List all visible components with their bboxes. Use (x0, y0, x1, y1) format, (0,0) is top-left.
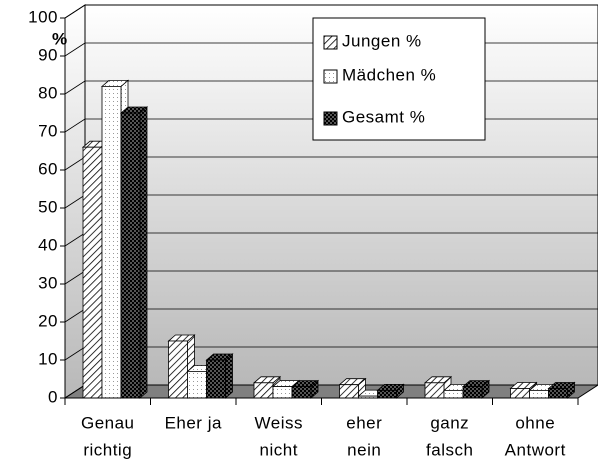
bar-front (510, 388, 530, 399)
y-tick-label: 80 (38, 83, 58, 102)
bar-front (424, 382, 445, 399)
y-tick-label: 10 (38, 349, 58, 368)
grid-line (64, 194, 86, 209)
y-tick-label: 70 (38, 121, 58, 140)
bar-front (82, 146, 103, 399)
grid-line (64, 156, 86, 171)
x-tick-label: Weiss (255, 413, 303, 432)
x-tick-label: nein (347, 440, 381, 459)
y-tick-label: 20 (38, 311, 58, 330)
y-tick-label: 100 (28, 7, 58, 26)
bar-front (253, 382, 274, 399)
x-tick-label: falsch (426, 440, 473, 459)
bar-front (548, 388, 568, 399)
x-tick-label: Eher ja (165, 413, 222, 432)
legend-swatch (323, 111, 338, 126)
x-tick-label: richtig (83, 440, 132, 459)
x-tick-label: Antwort (505, 440, 566, 459)
legend-swatch (323, 35, 338, 50)
y-tick-label: 40 (38, 235, 58, 254)
x-tick-label: eher (346, 413, 382, 432)
bar-front (339, 384, 359, 399)
x-tick-label: ohne (515, 413, 555, 432)
bar-front (101, 86, 122, 399)
bar-front (168, 340, 188, 399)
bar-front (291, 386, 312, 399)
grid-line (64, 42, 86, 57)
x-tick-label: nicht (260, 440, 298, 459)
grid-line (64, 308, 86, 323)
grid-line (64, 232, 86, 247)
x-tick-label: ganz (430, 413, 469, 432)
grid-line (64, 4, 86, 19)
bar-front (443, 389, 464, 399)
bar-front (462, 386, 483, 399)
y-tick-label: 30 (38, 273, 58, 292)
grid-line (64, 346, 86, 361)
y-tick-label: 60 (38, 159, 58, 178)
bar-front (377, 389, 397, 399)
grid-line (64, 384, 86, 399)
grid-line (64, 270, 86, 285)
bar (547, 381, 576, 399)
bar-front (120, 112, 141, 399)
y-tick-label: 90 (38, 45, 58, 64)
y-tick-label: 0 (48, 387, 58, 406)
bar-front (529, 389, 549, 399)
bar (167, 334, 196, 399)
bar-front (272, 386, 293, 399)
bar (205, 353, 234, 399)
legend-swatch (323, 69, 338, 84)
bar (290, 379, 320, 399)
x-tick-label: Genau (81, 413, 135, 432)
bar (119, 106, 149, 399)
y-axis-label: % (52, 29, 68, 48)
bar-front (187, 370, 207, 399)
y-tick-label: 50 (38, 197, 58, 216)
bar-side (139, 106, 148, 399)
legend-label: Jungen % (342, 31, 422, 50)
legend (312, 17, 486, 141)
bar-front (206, 359, 226, 399)
grid-line (64, 80, 86, 95)
grid-line (64, 118, 86, 133)
legend-label: Mädchen % (342, 65, 436, 84)
legend-label: Gesamt % (342, 107, 425, 126)
bar-side (225, 353, 233, 399)
bar (461, 379, 491, 399)
